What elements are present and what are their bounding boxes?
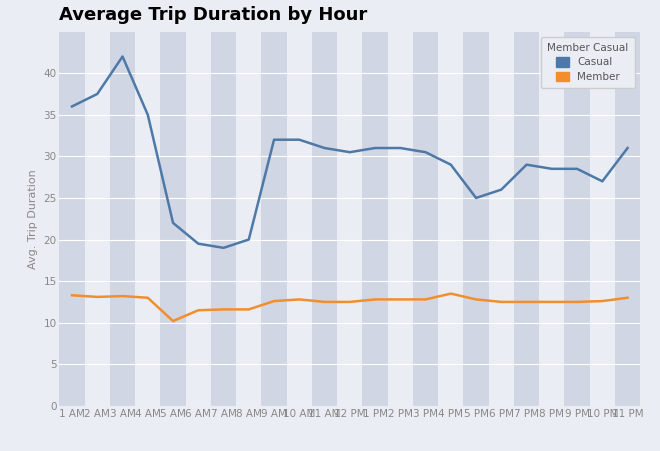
Bar — [185, 32, 211, 406]
Bar — [514, 32, 539, 406]
Bar — [539, 32, 564, 406]
Bar — [312, 32, 337, 406]
Bar — [59, 32, 84, 406]
Y-axis label: Avg. Trip Duration: Avg. Trip Duration — [28, 169, 38, 269]
Bar — [135, 32, 160, 406]
Bar — [362, 32, 387, 406]
Legend: Casual, Member: Casual, Member — [541, 37, 635, 88]
Bar — [160, 32, 185, 406]
Bar — [615, 32, 640, 406]
Bar — [110, 32, 135, 406]
Bar — [413, 32, 438, 406]
Bar — [488, 32, 514, 406]
Bar — [438, 32, 463, 406]
Bar — [236, 32, 261, 406]
Bar — [463, 32, 488, 406]
Bar — [211, 32, 236, 406]
Bar — [564, 32, 589, 406]
Bar — [387, 32, 413, 406]
Bar — [84, 32, 110, 406]
Bar — [261, 32, 286, 406]
Bar — [286, 32, 312, 406]
Bar — [337, 32, 362, 406]
Text: Average Trip Duration by Hour: Average Trip Duration by Hour — [59, 6, 368, 24]
Bar — [589, 32, 615, 406]
